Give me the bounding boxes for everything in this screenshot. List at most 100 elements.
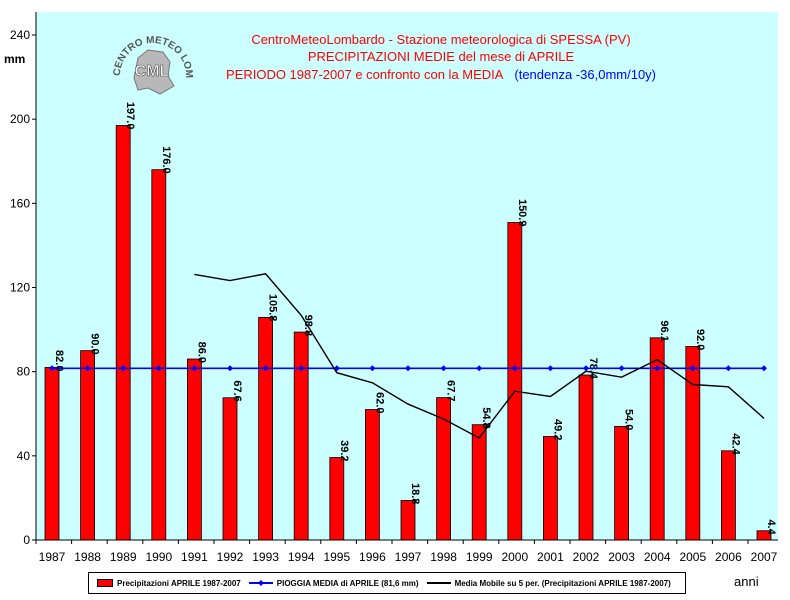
bar: [80, 350, 95, 541]
x-tick-label: 1989: [110, 550, 137, 564]
y-tick-label: 120: [10, 281, 30, 295]
bar-data-label: 105.8: [267, 294, 279, 322]
mean-point: [369, 365, 376, 372]
legend-label-moving-avg: Media Mobile su 5 per. (Precipitazioni A…: [454, 578, 671, 588]
x-tick-label: 2003: [608, 550, 635, 564]
mean-point: [155, 365, 162, 372]
title-line-3-text: PERIODO 1987-2007 e confronto con la MED…: [226, 67, 504, 82]
mean-point: [547, 365, 554, 372]
x-tick-label: 1997: [395, 550, 422, 564]
bar-data-label: 4.4: [765, 519, 777, 535]
x-tick-label: 1999: [466, 550, 493, 564]
x-tick-label: 2005: [679, 550, 706, 564]
x-tick-label: 1992: [217, 550, 244, 564]
bar-data-label: 86.0: [195, 342, 207, 363]
x-tick-label: 1998: [430, 550, 457, 564]
y-tick-label: 240: [10, 28, 30, 42]
title-line-1: CentroMeteoLombardo - Stazione meteorolo…: [251, 32, 630, 47]
mean-point: [511, 365, 518, 372]
x-tick-label: 2001: [537, 550, 564, 564]
bar-data-label: 150.9: [516, 199, 528, 227]
bar: [115, 125, 131, 541]
mean-point: [725, 365, 732, 372]
bar: [44, 367, 60, 541]
bar-data-label: 42.4: [729, 433, 741, 455]
x-tick-label: 1988: [74, 550, 101, 564]
x-tick-label: 2002: [573, 550, 600, 564]
bar-data-label: 39.2: [338, 440, 350, 461]
x-tick-label: 2000: [501, 550, 528, 564]
mean-point: [583, 365, 589, 372]
moving-average-line: [194, 273, 765, 439]
bar: [614, 425, 629, 541]
bar: [258, 316, 274, 541]
bar: [685, 346, 701, 541]
mean-point: [476, 365, 483, 372]
x-axis-unit: anni: [734, 574, 759, 589]
mean-point: [298, 365, 305, 372]
mean-point: [618, 365, 625, 372]
y-tick-label: 200: [10, 112, 30, 126]
mean-point: [227, 365, 233, 372]
mean-point: [689, 365, 696, 372]
x-tick-label: 1996: [359, 550, 386, 564]
mean-point: [405, 365, 411, 372]
legend-item-mean: PIOGGIA MEDIA di APRILE (81,6 mm): [248, 578, 419, 588]
logo-map-shape: [133, 49, 175, 95]
mean-point: [84, 365, 91, 372]
bar-data-label: 90.0: [89, 333, 101, 354]
legend-swatch-bars: [97, 579, 113, 587]
x-tick-label: 1993: [252, 550, 279, 564]
bar: [543, 436, 558, 541]
legend-item-bars: Precipitazioni APRILE 1987-2007: [97, 579, 241, 588]
mean-point: [191, 365, 198, 372]
legend-swatch-moving-avg: [426, 582, 451, 584]
y-tick-label: 40: [17, 449, 31, 463]
x-tick-label: 1987: [39, 550, 66, 564]
mean-point: [262, 365, 269, 372]
bar: [293, 331, 309, 541]
bar: [471, 424, 487, 541]
bar-data-label: 176.0: [160, 146, 172, 174]
bar: [507, 222, 523, 541]
legend-item-moving-avg: Media Mobile su 5 per. (Precipitazioni A…: [426, 578, 671, 588]
bar-data-label: 54.8: [480, 407, 492, 428]
bar-data-label: 67.7: [445, 380, 457, 401]
bar-data-label: 54.0: [623, 409, 635, 430]
x-tick-label: 2006: [715, 550, 742, 564]
legend: Precipitazioni APRILE 1987-2007 PIOGGIA …: [88, 572, 686, 594]
y-tick-label: 80: [17, 365, 31, 379]
logo-center-text: CML: [135, 63, 170, 80]
title-line-2: PRECIPITAZIONI MEDIE del mese di APRILE: [308, 49, 575, 64]
cml-logo: CENTRO METEO LOMBARDO CML: [108, 18, 194, 95]
bar: [721, 450, 736, 541]
mean-point: [440, 365, 447, 372]
mean-point: [120, 365, 127, 372]
bar-data-label: 197.0: [124, 102, 136, 130]
legend-swatch-mean: [248, 580, 273, 586]
bar: [400, 500, 416, 541]
bar: [186, 358, 202, 541]
y-tick-label: 0: [23, 533, 30, 547]
bar: [329, 457, 345, 541]
bar-data-label: 18.8: [409, 483, 421, 504]
mean-point: [49, 365, 55, 372]
bar-data-label: 62.0: [373, 392, 385, 413]
x-tick-label: 1990: [145, 550, 172, 564]
x-tick-label: 1994: [288, 550, 315, 564]
y-axis-unit: mm: [4, 52, 26, 66]
bar-data-label: 82.0: [53, 350, 65, 371]
x-tick-label: 2007: [751, 550, 778, 564]
x-tick-label: 1995: [323, 550, 350, 564]
trend-label: (tendenza -36,0mm/10y): [514, 67, 656, 82]
x-tick-label: 1991: [181, 550, 208, 564]
title-line-3: PERIODO 1987-2007 e confronto con la MED…: [226, 67, 656, 82]
bar: [364, 409, 380, 541]
legend-label-mean: PIOGGIA MEDIA di APRILE (81,6 mm): [276, 578, 419, 588]
bar-data-label: 96.1: [658, 320, 670, 341]
bar-data-label: 67.6: [231, 380, 243, 401]
y-tick-label: 160: [10, 196, 30, 210]
chart-title: CentroMeteoLombardo - Stazione meteorolo…: [226, 32, 656, 82]
bar: [578, 374, 594, 541]
bar: [222, 397, 238, 541]
